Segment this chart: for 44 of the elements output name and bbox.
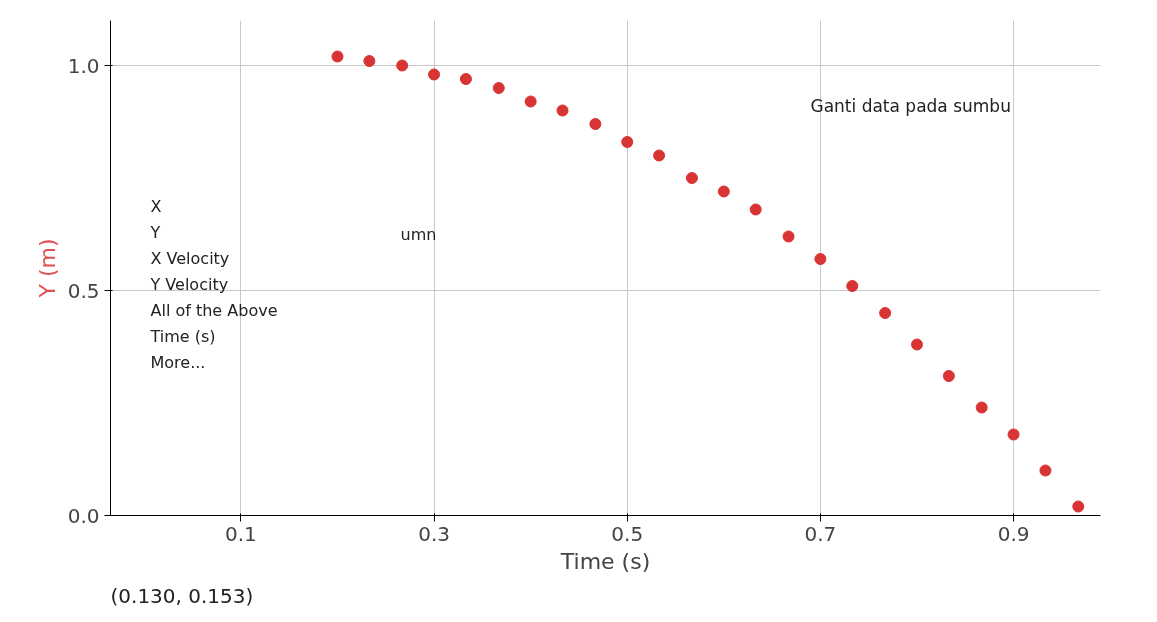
point — [589, 118, 602, 130]
point — [492, 82, 505, 94]
x-axis-title: Time (s) — [559, 548, 651, 574]
annotation: All of the Above — [150, 300, 278, 320]
point — [459, 73, 472, 85]
point — [879, 307, 892, 319]
point — [1072, 500, 1085, 513]
annotation: umn — [400, 224, 437, 244]
point — [846, 280, 859, 292]
y-tick-label: 0.0 — [67, 503, 100, 528]
point — [524, 95, 537, 108]
y-tick-label: 0.5 — [67, 278, 100, 303]
point — [396, 59, 409, 72]
point — [363, 55, 376, 67]
point — [331, 50, 344, 63]
x-tick-label: 0.5 — [611, 521, 644, 546]
point — [653, 149, 666, 162]
point — [1039, 464, 1052, 477]
point — [942, 370, 955, 382]
annotation: Time (s) — [149, 326, 216, 346]
x-tick-label: 0.7 — [804, 521, 837, 546]
y-tick-label: 1.0 — [67, 53, 100, 78]
x-tick-label: 0.1 — [224, 521, 257, 546]
point — [975, 401, 988, 414]
annotation: X — [150, 196, 162, 216]
annotation: Ganti data pada sumbu — [810, 95, 1011, 116]
annotation: X Velocity — [150, 248, 230, 268]
point — [556, 104, 569, 117]
point — [910, 338, 923, 351]
x-tick-label: 0.9 — [997, 521, 1030, 546]
annotation: More... — [150, 352, 206, 372]
point — [685, 172, 698, 184]
point — [749, 203, 762, 216]
point — [782, 230, 795, 243]
y-axis-title: Y (m) — [34, 238, 60, 299]
text: (0.130, 0.153) — [110, 583, 254, 608]
point — [717, 185, 730, 198]
x-tick-label: 0.3 — [418, 521, 450, 546]
point — [814, 253, 827, 265]
annotation: Y Velocity — [149, 274, 229, 294]
point — [1007, 428, 1020, 441]
point — [428, 68, 441, 81]
point — [621, 136, 634, 148]
annotation: Y — [149, 222, 161, 242]
